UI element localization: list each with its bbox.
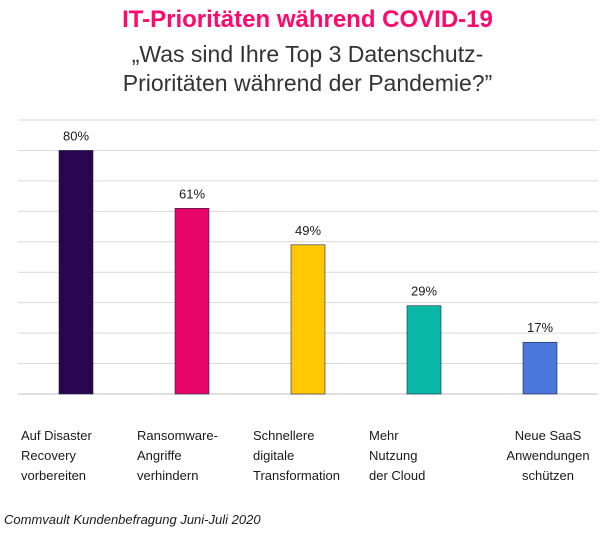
category-label-line: Auf Disaster (21, 428, 92, 443)
data-label: 17% (527, 320, 553, 335)
category-label-line: Neue SaaS (515, 428, 582, 443)
category-label-line: verhindern (137, 468, 198, 483)
data-label: 80% (63, 128, 89, 143)
category-label-line: Nutzung (369, 448, 417, 463)
subtitle-line-2: Prioritäten während der Pandemie?” (122, 70, 493, 96)
chart-title: IT-Prioritäten während COVID-19 (122, 6, 493, 33)
category-label-line: Angriffe (137, 448, 182, 463)
bar (58, 150, 94, 395)
chart-subtitle: „Was sind Ihre Top 3 Datenschutz- Priori… (0, 40, 615, 98)
subtitle-line-1: „Was sind Ihre Top 3 Datenschutz- (131, 41, 484, 67)
bar (406, 305, 442, 395)
category-label-line: Recovery (21, 448, 76, 463)
data-label: 49% (295, 223, 321, 238)
category-label-line: Mehr (369, 428, 399, 443)
bar (522, 341, 558, 395)
data-label: 61% (179, 186, 205, 201)
category-label-line: Transformation (253, 468, 340, 483)
category-label-line: Schnellere (253, 428, 314, 443)
bar (290, 244, 326, 395)
category-label: Ransomware- Angriffe verhindern (137, 428, 218, 483)
category-label: Neue SaaS Anwendungen schützen (506, 428, 589, 483)
data-label: 29% (411, 284, 437, 299)
source-footnote: Commvault Kundenbefragung Juni-Juli 2020 (4, 512, 261, 527)
category-label-line: der Cloud (369, 468, 425, 483)
category-label-line: vorbereiten (21, 468, 86, 483)
bar (174, 207, 210, 395)
category-label-line: Ransomware- (137, 428, 218, 443)
category-label-line: digitale (253, 448, 294, 463)
category-label: Mehr Nutzung der Cloud (369, 428, 425, 483)
category-label-line: schützen (522, 468, 574, 483)
category-label: Auf Disaster Recovery vorbereiten (21, 428, 92, 483)
category-label: Schnellere digitale Transformation (253, 428, 340, 483)
category-label-line: Anwendungen (506, 448, 589, 463)
